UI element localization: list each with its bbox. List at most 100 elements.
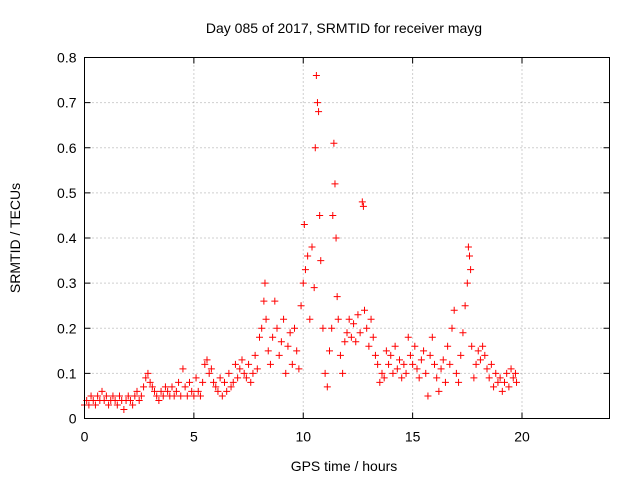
data-point bbox=[331, 180, 339, 188]
data-point bbox=[238, 356, 246, 364]
data-point bbox=[387, 351, 395, 359]
x-tick-label: 0 bbox=[81, 429, 89, 445]
data-point bbox=[284, 342, 292, 350]
data-point bbox=[258, 324, 266, 332]
data-point bbox=[146, 378, 154, 386]
data-point bbox=[102, 392, 110, 400]
data-point bbox=[352, 338, 360, 346]
data-point bbox=[448, 324, 456, 332]
data-point bbox=[463, 279, 471, 287]
data-point bbox=[334, 315, 342, 323]
data-point bbox=[273, 324, 281, 332]
data-point bbox=[288, 360, 296, 368]
data-point bbox=[133, 387, 141, 395]
data-point bbox=[400, 360, 408, 368]
data-point bbox=[312, 72, 320, 80]
data-point bbox=[433, 374, 441, 382]
data-point bbox=[262, 315, 270, 323]
data-point bbox=[505, 383, 513, 391]
data-point bbox=[131, 392, 139, 400]
data-point bbox=[457, 351, 465, 359]
data-point bbox=[311, 144, 319, 152]
x-tick-label: 15 bbox=[405, 429, 421, 445]
data-point bbox=[336, 351, 344, 359]
data-point bbox=[175, 378, 183, 386]
data-point bbox=[297, 302, 305, 310]
data-point bbox=[474, 347, 482, 355]
y-tick-label: 0.5 bbox=[57, 185, 77, 201]
x-tick-label: 5 bbox=[190, 429, 198, 445]
data-point bbox=[374, 360, 382, 368]
data-point bbox=[426, 351, 434, 359]
data-point bbox=[507, 365, 515, 373]
y-tick-label: 0.7 bbox=[57, 95, 77, 111]
data-point bbox=[343, 329, 351, 337]
data-point bbox=[347, 333, 355, 341]
data-point bbox=[492, 369, 500, 377]
data-point bbox=[116, 392, 123, 400]
data-point bbox=[321, 369, 329, 377]
data-point bbox=[411, 342, 419, 350]
data-point bbox=[306, 315, 314, 323]
data-point bbox=[124, 392, 132, 400]
data-point bbox=[177, 392, 185, 400]
y-tick-label: 0 bbox=[69, 411, 77, 427]
data-point bbox=[328, 324, 336, 332]
data-point bbox=[313, 99, 321, 107]
data-point bbox=[487, 360, 495, 368]
data-point bbox=[227, 383, 235, 391]
data-point bbox=[126, 396, 134, 404]
data-point bbox=[358, 198, 366, 206]
data-point bbox=[148, 383, 156, 391]
data-point bbox=[393, 365, 401, 373]
data-point bbox=[382, 347, 390, 355]
plot-frame bbox=[84, 57, 610, 419]
data-point bbox=[153, 392, 161, 400]
data-point bbox=[183, 392, 191, 400]
data-point bbox=[380, 374, 388, 382]
data-point bbox=[135, 396, 143, 404]
data-point bbox=[481, 351, 489, 359]
data-point bbox=[490, 383, 498, 391]
data-point bbox=[111, 396, 119, 404]
data-point bbox=[295, 365, 303, 373]
data-point bbox=[172, 387, 180, 395]
data-point bbox=[231, 360, 239, 368]
data-point bbox=[371, 351, 379, 359]
data-point bbox=[378, 369, 386, 377]
data-point bbox=[186, 378, 193, 386]
data-point bbox=[181, 383, 189, 391]
data-point bbox=[105, 401, 113, 409]
data-point bbox=[345, 315, 353, 323]
data-point bbox=[468, 342, 476, 350]
data-point bbox=[446, 360, 454, 368]
data-point bbox=[264, 347, 272, 355]
data-point bbox=[89, 396, 97, 404]
data-point bbox=[91, 401, 99, 409]
data-point bbox=[253, 365, 261, 373]
data-point bbox=[479, 342, 487, 350]
data-point bbox=[437, 365, 445, 373]
data-point bbox=[269, 333, 277, 341]
data-point bbox=[406, 351, 414, 359]
data-point bbox=[315, 108, 323, 116]
y-tick-label: 0.8 bbox=[57, 50, 77, 66]
data-point bbox=[308, 243, 316, 251]
data-point bbox=[245, 360, 253, 368]
data-point bbox=[170, 392, 178, 400]
data-point bbox=[361, 306, 368, 314]
data-point bbox=[376, 378, 384, 386]
data-point bbox=[251, 351, 259, 359]
y-tick-label: 0.2 bbox=[57, 320, 77, 336]
y-tick-label: 0.6 bbox=[57, 140, 77, 156]
data-point bbox=[483, 365, 491, 373]
data-point bbox=[277, 338, 285, 346]
data-point bbox=[498, 387, 506, 395]
data-point bbox=[444, 342, 452, 350]
data-point bbox=[501, 378, 508, 386]
data-point bbox=[450, 306, 458, 314]
data-point bbox=[415, 374, 423, 382]
data-point bbox=[503, 369, 511, 377]
data-point bbox=[212, 383, 220, 391]
